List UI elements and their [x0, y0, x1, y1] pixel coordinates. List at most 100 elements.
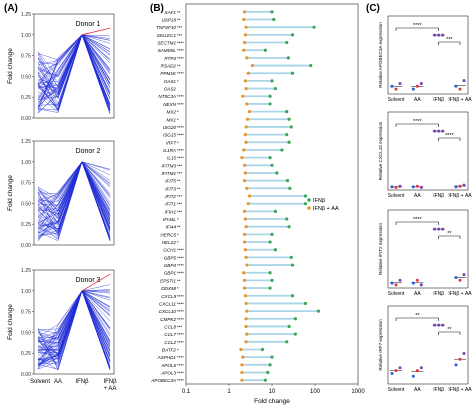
- point-ifn: [290, 71, 295, 75]
- point-ifn-aa: [244, 340, 248, 344]
- point-ifn-aa: [244, 225, 248, 229]
- gene-label: HELZ2: [162, 240, 177, 245]
- point-ifn-aa: [240, 156, 244, 160]
- point-ifn-aa: [247, 109, 252, 114]
- point-ifn: [287, 140, 291, 144]
- gene-row-cxcl10: CXCL10 ****: [159, 309, 321, 314]
- gene-label: CXCL10: [159, 309, 177, 314]
- x-tick-label: 1: [227, 389, 231, 395]
- gene-line: [37, 161, 111, 223]
- data-point: [433, 33, 437, 37]
- gene-line: [37, 290, 111, 370]
- gene-sig: ****: [177, 340, 184, 345]
- point-ifn-aa: [243, 171, 247, 175]
- x-tick-label: IFNβ: [433, 291, 444, 297]
- data-point: [390, 84, 394, 88]
- gene-line: [37, 34, 111, 78]
- x-tick-label: IFNβ: [75, 379, 89, 385]
- x-tick-label: Solvent: [388, 387, 405, 393]
- point-ifn: [268, 94, 272, 98]
- gene-sig: ****: [177, 378, 184, 383]
- gene-sig: ****: [177, 148, 184, 153]
- data-point: [419, 283, 423, 287]
- gene-row-ppm1k: PPM1K ****: [160, 71, 295, 76]
- gene-label: IFIT3: [165, 186, 176, 191]
- point-ifn-aa: [250, 63, 254, 68]
- gene-line: [37, 161, 111, 237]
- gene-sig: ****: [177, 332, 184, 337]
- point-ifn-aa: [242, 271, 246, 275]
- donor-title: Donor 2: [76, 148, 101, 155]
- data-point: [458, 184, 462, 188]
- point-ifn-aa: [242, 286, 247, 290]
- expression-y-label: Relative IFIT2 expression: [378, 223, 383, 276]
- x-tick-label: IFNβ + AA: [448, 97, 472, 103]
- point-ifn: [268, 286, 272, 290]
- significance-bracket: [438, 235, 461, 239]
- x-tick-label: 1000: [351, 389, 365, 395]
- y-tick-label: 0.00: [21, 243, 31, 249]
- gene-sig: **: [177, 278, 181, 283]
- point-ifn: [287, 225, 291, 229]
- gene-sig: ****: [177, 71, 184, 76]
- gene-row-il1ra: IL1RA ****: [163, 148, 284, 153]
- gene-label: IFI44L: [163, 217, 176, 222]
- gene-sig: **: [177, 225, 181, 230]
- x-tick-label: 10: [269, 389, 276, 395]
- gene-label: IRF7: [166, 140, 176, 145]
- donor-plot-1: 0.00 0.25 0.50 0.75 1.00 1.25 Fold change Donor…: [7, 12, 115, 122]
- gene-line: [37, 290, 111, 366]
- point-ifn: [293, 332, 297, 336]
- y-tick-label: 0.75: [21, 310, 31, 316]
- gene-sig: ***: [177, 209, 182, 214]
- gene-row-ifitm1: IFITM1 ***: [161, 171, 279, 176]
- data-point: [454, 185, 458, 189]
- gene-label: IFIH1: [165, 209, 177, 214]
- point-ifn-aa: [242, 232, 247, 236]
- gene-row-ifi44: IFI44 **: [166, 225, 291, 230]
- data-point: [433, 227, 437, 231]
- data-point: [394, 283, 398, 287]
- data-point: [394, 369, 398, 373]
- point-ifn-aa: [242, 240, 247, 244]
- gene-line: [37, 34, 111, 100]
- gene-label: IFIT5: [165, 179, 176, 184]
- gene-sig: ****: [177, 248, 184, 253]
- x-tick-label: AA: [414, 193, 421, 199]
- gene-row-ifit1: IFIT1 ***: [165, 202, 308, 207]
- x-tick-label: Solvent: [388, 97, 405, 103]
- gene-sig: *: [177, 140, 179, 145]
- gene-label: IFIT1: [165, 202, 176, 207]
- gene-label: MX2: [167, 110, 177, 115]
- y-tick-label: 0.00: [21, 372, 31, 378]
- data-point: [415, 184, 419, 188]
- point-ifn: [273, 86, 278, 91]
- point-ifn-aa: [247, 194, 252, 198]
- gene-line: [37, 161, 111, 231]
- expression-plot-frame: [387, 15, 469, 95]
- gene-sig: **: [177, 18, 181, 23]
- point-ifn-aa: [242, 163, 247, 167]
- gene-row-apol3: APOL3 ****: [160, 370, 270, 375]
- panel-b: (B) XAF1 **USP18 **TNFSF10 ***SIGLEC1 ***SECT…: [150, 3, 365, 405]
- gene-line: [37, 290, 111, 364]
- gene-sig: ****: [177, 294, 184, 299]
- data-point: [441, 129, 445, 133]
- point-ifn-aa: [244, 255, 248, 259]
- gene-row-asphd1: ASPHD1 ****: [157, 355, 274, 360]
- y-axis-label: Fold change: [7, 304, 14, 340]
- point-ifn: [268, 156, 272, 160]
- point-ifn-aa: [245, 263, 249, 267]
- data-point: [415, 278, 419, 282]
- donor-title: Donor 3: [76, 277, 101, 284]
- point-ifn: [289, 255, 293, 259]
- point-ifn: [272, 17, 276, 22]
- point-ifn: [270, 232, 274, 236]
- x-axis-label: Fold change: [254, 398, 290, 405]
- x-tick-label: AA: [414, 97, 421, 103]
- point-ifn-aa: [244, 125, 248, 129]
- point-ifn: [270, 79, 274, 83]
- gene-line: [37, 161, 111, 205]
- gene-sig: ****: [177, 94, 184, 99]
- gene-line: [37, 290, 111, 361]
